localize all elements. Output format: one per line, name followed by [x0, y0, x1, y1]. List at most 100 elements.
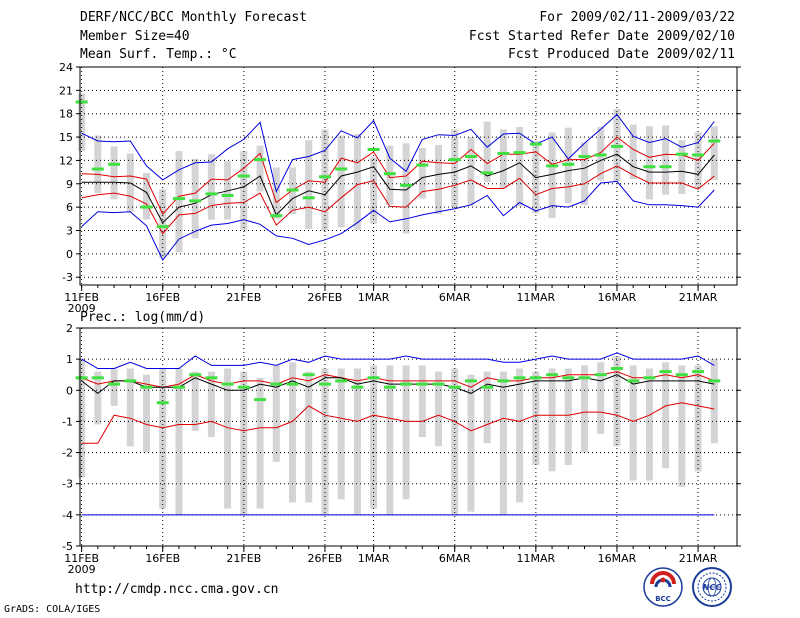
temp-p10-line: [81, 165, 715, 235]
prec-obs-mark-16: [319, 382, 331, 386]
temp-plot-frame: [79, 66, 738, 286]
prec-obs-mark-15: [302, 373, 315, 377]
temp-obs-mark-22: [416, 163, 429, 167]
temp-spread-bar-40: [710, 126, 718, 180]
temp-ytick-label-9: 9: [66, 178, 73, 191]
temp-obs-mark-10: [221, 194, 234, 197]
prec-xtick-label-26FEB: 26FEB: [308, 552, 343, 565]
header-title: DERF/NCC/BCC Monthly Forecast: [80, 10, 307, 25]
prec-xtick-label-11FEB: 11FEB: [64, 552, 99, 565]
prec-obs-mark-24: [448, 385, 461, 389]
prec-obs-mark-36: [643, 376, 656, 380]
prec-spread-bar-15: [305, 371, 313, 503]
prec-spread-bar-13: [272, 365, 280, 462]
prec-obs-mark-14: [286, 382, 299, 386]
prec-obs-mark-11: [237, 385, 250, 389]
prec-xtick-year: 2009: [68, 563, 96, 576]
temp-ytick-label-15: 15: [59, 131, 73, 144]
temp-spread-bar-25: [467, 137, 475, 206]
prec-obs-mark-34: [611, 367, 623, 370]
temp-spread-bar-28: [516, 127, 524, 207]
header-variable: Mean Surf. Temp.: °C: [80, 47, 237, 62]
prec-obs-mark-4: [124, 379, 137, 383]
prec-spread-bar-1: [78, 359, 86, 478]
temp-obs-mark-5: [140, 205, 153, 209]
source-url[interactable]: http://cmdp.ncc.cma.gov.cn: [75, 582, 279, 597]
prec-spread-bar-35: [629, 365, 637, 481]
prec-obs-mark-21: [400, 382, 413, 386]
prec-spread-bar-3: [110, 368, 118, 406]
temp-ytick-label-21: 21: [59, 84, 73, 97]
temp-spread-bar-12: [256, 145, 264, 192]
header-member-size: Member Size=40: [80, 29, 190, 44]
temp-obs-mark-28: [513, 151, 526, 155]
prec-spread-bar-33: [597, 362, 605, 434]
prec-plot-frame: [79, 327, 738, 547]
temp-xtick-label-1MAR: 1MAR: [358, 291, 390, 304]
prec-p90-line: [81, 371, 715, 388]
temp-spread-bar-13: [272, 167, 280, 219]
temp-spread-bar-26: [483, 121, 491, 183]
prec-obs-mark-17: [335, 379, 348, 383]
prec-spread-bar-17: [337, 368, 345, 500]
prec-ytick-label--2: -2: [62, 447, 73, 460]
prec-obs-mark-5: [140, 385, 153, 389]
header-produced-date: Fcst Produced Date 2009/02/11: [508, 47, 735, 62]
temp-obs-mark-7: [173, 197, 185, 201]
prec-spread-bar-25: [467, 374, 475, 512]
temp-spread-bar-36: [645, 126, 653, 200]
temp-spread-bar-7: [175, 151, 183, 253]
temp-obs-mark-15: [302, 196, 315, 200]
prec-ytick-label-0: 0: [66, 384, 73, 397]
temp-obs-mark-12: [254, 158, 267, 162]
temp-obs-mark-29: [529, 142, 542, 146]
temp-spread-bar-21: [402, 143, 410, 234]
prec-panel-label: Prec.: log(mm/d): [80, 310, 206, 325]
prec-xtick-label-21FEB: 21FEB: [226, 552, 261, 565]
header-period: For 2009/02/11-2009/03/22: [539, 10, 735, 25]
prec-spread-bar-36: [645, 368, 653, 481]
prec-spread-bar-6: [159, 368, 167, 509]
prec-xtick-label-6MAR: 6MAR: [439, 552, 471, 565]
temp-spread-bar-27: [499, 129, 507, 189]
bcc-logo: BCC: [643, 567, 683, 607]
prec-obs-mark-23: [432, 382, 445, 386]
prec-obs-mark-26: [481, 385, 494, 389]
temp-obs-mark-33: [594, 153, 607, 157]
prec-spread-bar-8: [191, 371, 199, 431]
temp-ytick-label-3: 3: [66, 225, 73, 238]
temp-obs-mark-1: [75, 100, 88, 104]
prec-spread-bar-11: [240, 371, 248, 515]
prec-ytick-label--3: -3: [62, 478, 73, 491]
temp-spread-bar-38: [678, 140, 686, 194]
temp-min-line: [81, 180, 715, 262]
prec-obs-mark-22: [416, 382, 429, 386]
prec-mean-line: [81, 374, 715, 395]
temp-obs-mark-37: [659, 165, 672, 169]
prec-spread-bar-19: [370, 365, 378, 509]
logos: BCC NCC: [643, 567, 732, 607]
prec-xtick-label-1MAR: 1MAR: [358, 552, 390, 565]
temp-mean-line: [81, 153, 715, 224]
prec-obs-mark-33: [594, 373, 607, 377]
temp-spread-bar-17: [337, 135, 345, 228]
temp-obs-mark-26: [481, 171, 494, 175]
temp-spread-bar-37: [662, 125, 670, 195]
temp-ytick-label-24: 24: [59, 61, 73, 74]
prec-obs-mark-2: [91, 376, 104, 380]
temp-spread-bar-18: [353, 134, 361, 230]
temp-obs-mark-3: [108, 162, 121, 166]
prec-spread-bar-40: [710, 359, 718, 444]
temp-ytick-label-0: 0: [66, 248, 73, 261]
temp-spread-bar-2: [94, 135, 102, 194]
prec-spread-bar-5: [143, 374, 150, 453]
prec-obs-mark-35: [627, 379, 640, 383]
temp-obs-mark-36: [643, 165, 656, 169]
temp-spread-bar-35: [629, 124, 637, 180]
temp-spread-bar-5: [143, 172, 150, 220]
temp-spread-bar-1: [78, 93, 86, 152]
prec-p10-line: [81, 402, 715, 444]
prec-obs-mark-40: [708, 379, 721, 383]
temp-obs-mark-14: [286, 188, 299, 192]
